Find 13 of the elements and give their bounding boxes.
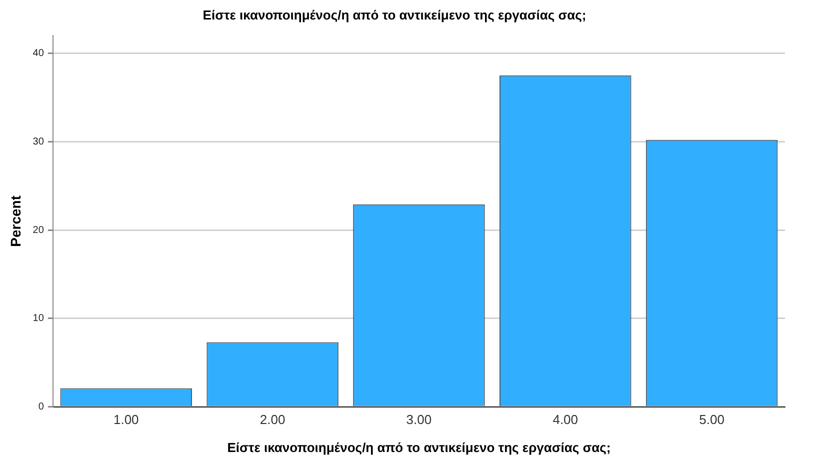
x-tick-label: 5.00 xyxy=(699,412,724,428)
y-tick-label: 20 xyxy=(32,224,44,236)
x-tick-label: 2.00 xyxy=(260,412,286,428)
x-tick-label: 3.00 xyxy=(406,412,432,428)
y-axis-title: Percent xyxy=(7,195,24,247)
y-tick-label: 30 xyxy=(32,136,44,148)
y-tick-label: 0 xyxy=(38,402,44,413)
x-tick-label: 4.00 xyxy=(552,412,578,428)
x-tick-label: 1.00 xyxy=(113,412,139,428)
chart-title: Είστε ικανοποιημένος/η από το αντικείμενο της εργασίας σας; xyxy=(202,7,586,22)
y-tick-label: 10 xyxy=(32,313,44,324)
x-axis-title: Είστε ικανοποιημένος/η από το αντικείμενο της εργασίας σας; xyxy=(227,440,611,455)
y-tick-label: 40 xyxy=(32,48,44,60)
